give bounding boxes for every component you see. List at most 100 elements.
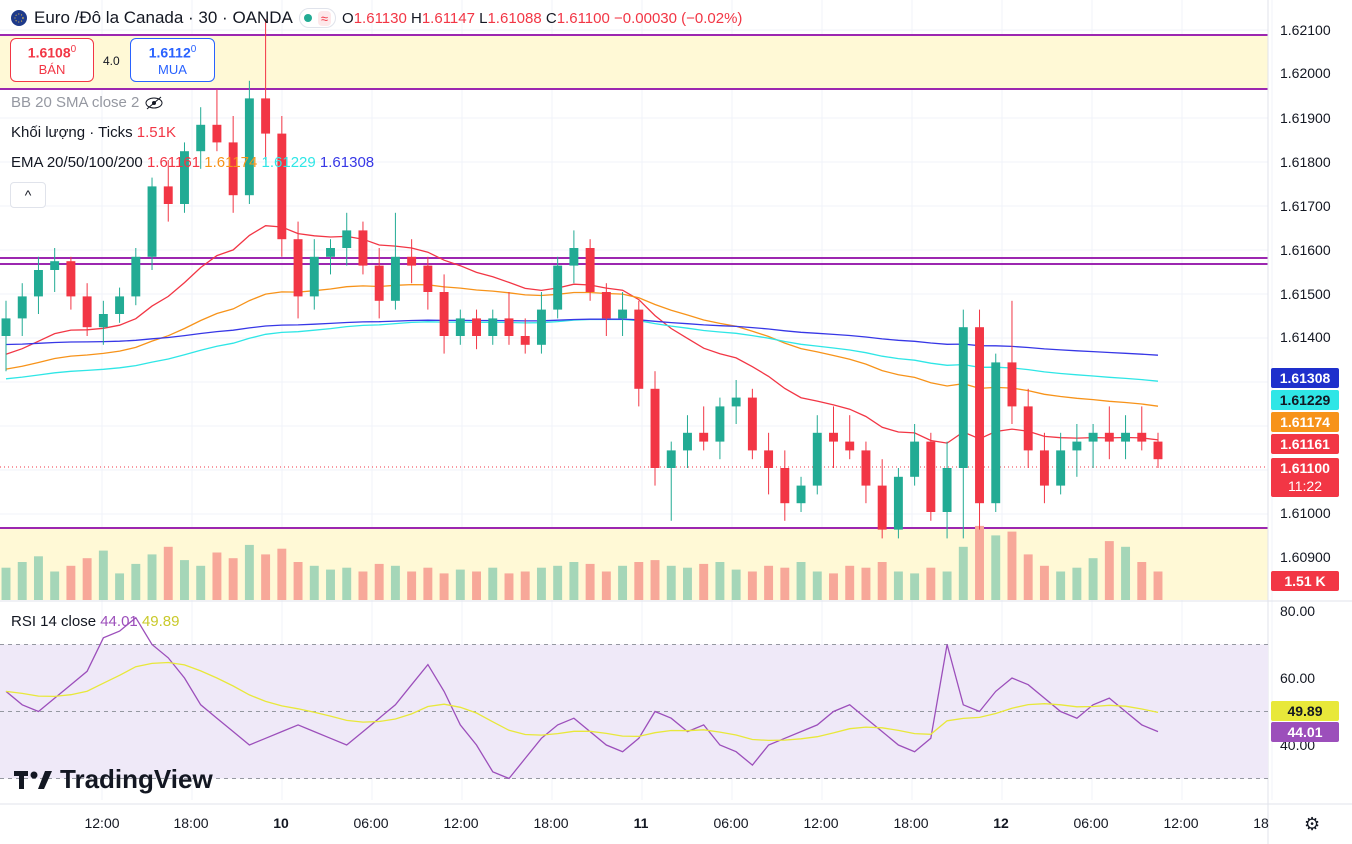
volume-bar [585, 563, 595, 600]
candle-body [991, 362, 1001, 504]
volume-bar [1088, 558, 1098, 600]
collapse-legend-button[interactable]: ^ [10, 182, 46, 208]
volume-bar [488, 567, 498, 600]
time-axis-label: 10 [273, 815, 289, 831]
candle-body [1039, 450, 1049, 486]
volume-bar [342, 567, 352, 600]
volume-bar [796, 562, 806, 600]
volume-bar [33, 556, 43, 600]
candle-body [196, 124, 206, 152]
candle-body [455, 318, 465, 336]
candle-body [796, 485, 806, 504]
candle-body [910, 441, 920, 477]
rsi-legend[interactable]: RSI 14 close 44.01 49.89 [11, 613, 180, 630]
rsi-axis-label: 60.00 [1280, 670, 1316, 686]
volume-bar [1121, 546, 1131, 600]
candle-body [472, 318, 481, 336]
volume-bar [261, 554, 271, 600]
volume-bar [50, 571, 60, 600]
candle-body [293, 239, 303, 297]
volume-bar [601, 571, 611, 600]
candle-body [650, 388, 660, 468]
candle-body [845, 441, 855, 451]
volume-bar [1137, 562, 1147, 600]
bar-countdown: 11:22 [1288, 478, 1322, 494]
candle-body [407, 256, 417, 266]
volume-bar [212, 552, 222, 600]
bb-legend[interactable]: BB 20 SMA close 2 [11, 94, 164, 111]
volume-bar [147, 554, 157, 600]
candle-body [861, 450, 871, 486]
volume-bar [553, 565, 563, 600]
rsi-ma-tag: 49.89 [1271, 701, 1339, 721]
volume-bar [228, 558, 238, 600]
candle-body [715, 406, 725, 442]
candle-body [309, 256, 319, 297]
sell-button[interactable]: 1.61080 BÁN [10, 38, 94, 82]
price-axis-label: 1.60900 [1280, 549, 1331, 565]
volume-bar [423, 567, 433, 600]
volume-bar [1056, 571, 1066, 600]
candle-body [1137, 432, 1147, 442]
volume-bar [861, 567, 871, 600]
volume-bar [1104, 541, 1114, 600]
volume-bar [975, 525, 984, 600]
candle-body [98, 314, 108, 328]
candle-body [504, 318, 514, 336]
candle-body [212, 124, 222, 143]
spread-value: 4.0 [103, 54, 120, 68]
flag-icon [11, 10, 27, 26]
buy-button[interactable]: 1.61120 MUA [130, 38, 215, 82]
candle-body [326, 248, 335, 257]
candle-body [958, 327, 968, 468]
candle-body [1104, 432, 1114, 442]
volume-bar [131, 563, 141, 600]
candle-body [877, 485, 887, 530]
volume-bar [764, 565, 774, 600]
volume-bar [407, 571, 417, 600]
candle-body [585, 248, 595, 292]
candle-body [277, 133, 287, 240]
candle-body [1088, 432, 1098, 442]
hidden-eye-icon[interactable] [144, 96, 164, 110]
settings-gear-icon[interactable]: ⚙ [1304, 814, 1321, 834]
volume-bar [17, 562, 27, 600]
ema50-tag: 1.61174 [1271, 412, 1339, 432]
time-axis-label: 12:00 [84, 815, 120, 831]
ema100-tag: 1.61229 [1271, 390, 1339, 410]
candle-body [536, 309, 546, 345]
symbol-title[interactable]: Euro /Đô la Canada · 30 · OANDA [34, 8, 293, 27]
price-axis-label: 1.61400 [1280, 329, 1331, 345]
tv-logo-icon [14, 770, 52, 789]
candle-body [683, 432, 692, 451]
volume-bar [877, 562, 887, 600]
volume-legend[interactable]: Khối lượng · Ticks 1.51K [11, 124, 176, 141]
candle-body [147, 186, 157, 257]
rsi-value-tag: 44.01 [1271, 722, 1339, 742]
volume-bar [82, 558, 92, 600]
candle-body [747, 397, 757, 451]
wave-icon: ≈ [317, 10, 332, 26]
tradingview-logo[interactable]: TradingView [14, 764, 213, 795]
price-axis-label: 1.61700 [1280, 198, 1331, 214]
volume-bar [390, 565, 400, 600]
volume-bar [98, 550, 108, 600]
candle-body [163, 186, 173, 204]
candle-body [244, 98, 254, 196]
ema-legend[interactable]: EMA 20/50/100/200 1.61161 1.61174 1.6122… [11, 154, 375, 171]
market-status[interactable]: ≈ [298, 8, 337, 28]
volume-bar [618, 565, 628, 600]
rsi-axis-label: 80.00 [1280, 603, 1316, 619]
price-axis-label: 1.61600 [1280, 242, 1331, 258]
volume-bar [829, 573, 838, 600]
volume-bar [1, 567, 11, 600]
candle-body [520, 336, 530, 345]
ema200-tag: 1.61308 [1271, 368, 1339, 388]
candle-body [975, 327, 984, 504]
candle-body [601, 292, 611, 319]
candle-body [439, 292, 449, 336]
volume-bar [747, 571, 757, 600]
time-axis-label: 12:00 [803, 815, 839, 831]
candle-body [780, 468, 790, 504]
